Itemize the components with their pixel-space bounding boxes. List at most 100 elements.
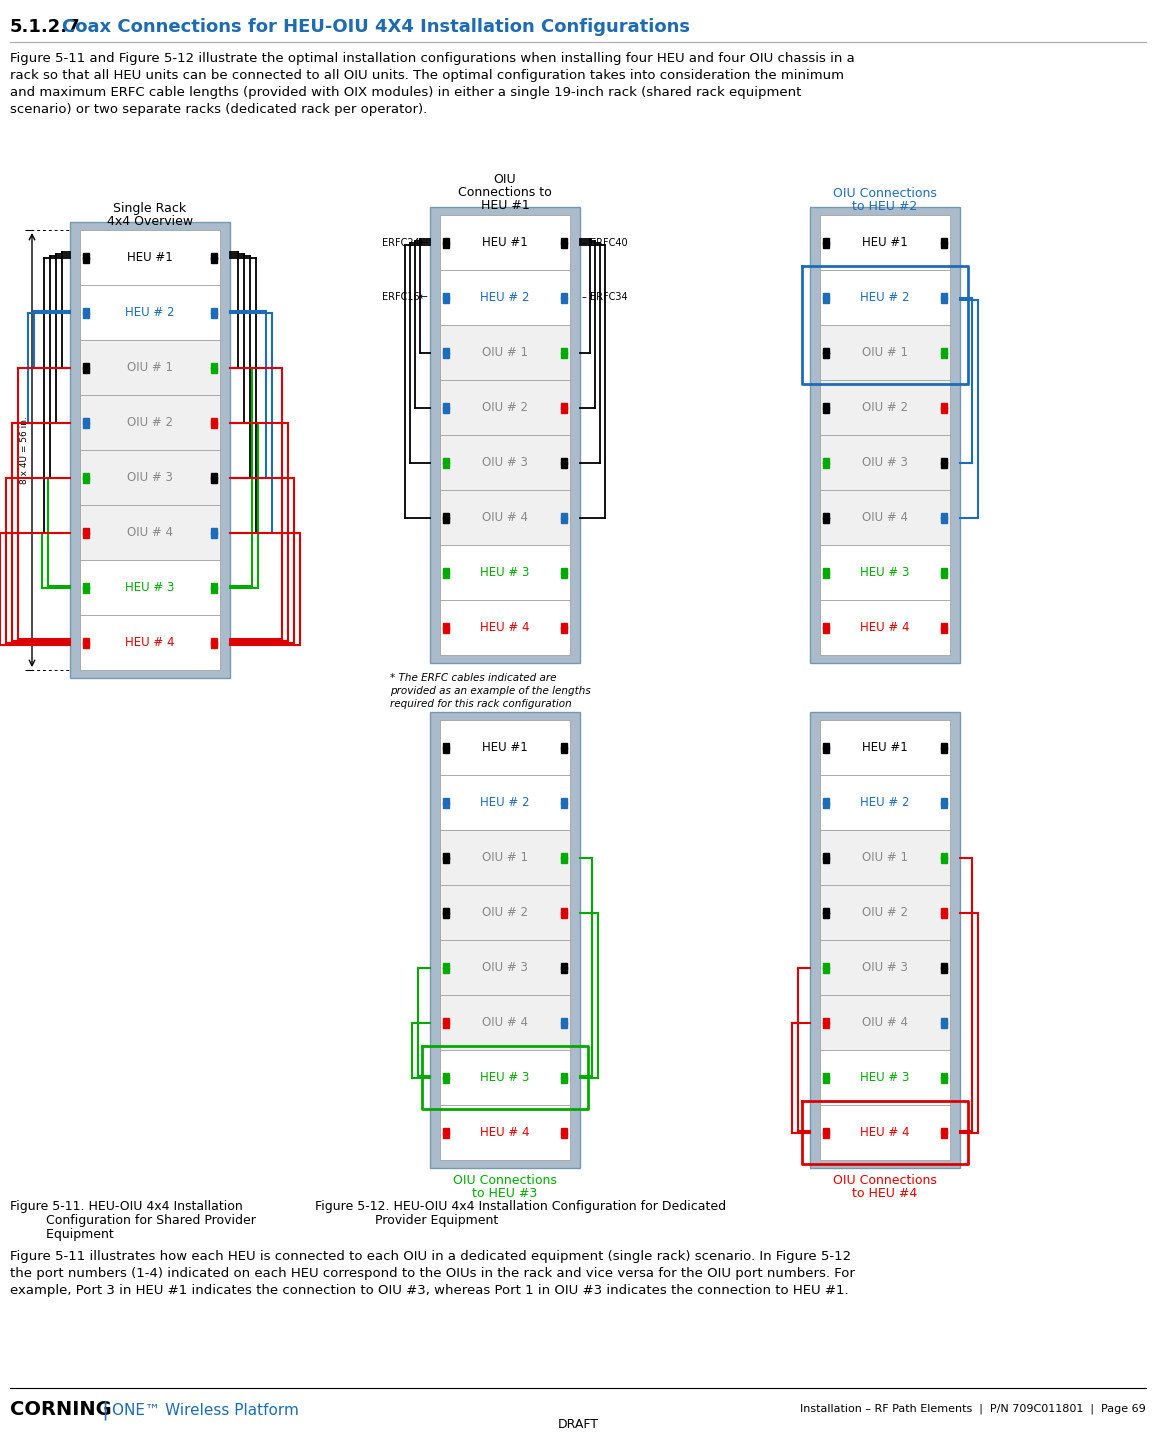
Text: HEU # 3: HEU # 3 (860, 1071, 910, 1083)
Text: HEU # 2: HEU # 2 (480, 796, 529, 809)
Bar (440, 215, 570, 270)
Text: Provider Equipment: Provider Equipment (314, 1214, 498, 1227)
Text: ERFC24←: ERFC24← (383, 238, 428, 247)
Bar (430, 712, 580, 1168)
Bar (820, 435, 950, 489)
Bar (820, 324, 950, 380)
Bar (440, 885, 570, 940)
Text: OIU # 3: OIU # 3 (482, 961, 528, 974)
Text: Figure 5-12. HEU-OIU 4x4 Installation Configuration for Dedicated: Figure 5-12. HEU-OIU 4x4 Installation Co… (314, 1200, 726, 1213)
Bar (440, 994, 570, 1050)
Text: OIU # 2: OIU # 2 (862, 905, 907, 918)
Bar (820, 380, 950, 435)
Text: 4x4 Overview: 4x4 Overview (108, 215, 193, 228)
Text: to HEU #2: to HEU #2 (852, 199, 918, 212)
Bar (71, 222, 230, 677)
Bar (440, 215, 570, 654)
Bar (820, 775, 950, 829)
Bar (810, 712, 959, 1168)
Text: HEU # 2: HEU # 2 (860, 291, 910, 304)
Bar (820, 940, 950, 994)
Text: Connections to: Connections to (458, 187, 551, 199)
Text: ERFC16←: ERFC16← (383, 293, 428, 303)
Bar (820, 1050, 950, 1105)
Bar (80, 230, 220, 670)
Bar (820, 215, 950, 654)
Bar (820, 829, 950, 885)
Text: OIU # 1: OIU # 1 (862, 346, 907, 359)
Text: HEU # 4: HEU # 4 (125, 636, 175, 649)
Text: |: | (96, 1401, 116, 1421)
Text: OIU # 3: OIU # 3 (127, 471, 173, 484)
Text: OIU # 4: OIU # 4 (482, 511, 528, 524)
Text: OIU # 1: OIU # 1 (127, 362, 173, 375)
Bar (430, 207, 580, 663)
Text: CORNING: CORNING (10, 1401, 112, 1419)
Text: OIU # 2: OIU # 2 (127, 416, 173, 429)
Text: OIU: OIU (494, 174, 517, 187)
Text: Figure 5-11. HEU-OIU 4x4 Installation: Figure 5-11. HEU-OIU 4x4 Installation (10, 1200, 243, 1213)
Bar (440, 270, 570, 324)
Bar (820, 270, 950, 324)
Text: ONE™ Wireless Platform: ONE™ Wireless Platform (112, 1403, 299, 1418)
Text: HEU #1: HEU #1 (481, 199, 529, 212)
Bar (440, 600, 570, 654)
Text: OIU # 1: OIU # 1 (482, 851, 528, 864)
Text: OIU Connections: OIU Connections (833, 187, 936, 199)
Bar (80, 395, 220, 451)
Text: to HEU #4: to HEU #4 (852, 1187, 918, 1200)
Text: HEU #1: HEU #1 (127, 251, 173, 264)
Bar (820, 489, 950, 545)
Text: Installation – RF Path Elements  |  P/N 709C011801  |  Page 69: Installation – RF Path Elements | P/N 70… (800, 1403, 1146, 1413)
Bar (440, 720, 570, 1159)
Text: HEU # 3: HEU # 3 (480, 565, 529, 578)
Bar (80, 560, 220, 616)
Bar (440, 940, 570, 994)
Bar (80, 286, 220, 340)
Text: OIU # 3: OIU # 3 (862, 456, 907, 469)
Bar (820, 545, 950, 600)
Bar (440, 489, 570, 545)
Text: Configuration for Shared Provider: Configuration for Shared Provider (10, 1214, 255, 1227)
Bar (80, 616, 220, 670)
Bar (80, 505, 220, 560)
Text: OIU # 1: OIU # 1 (482, 346, 528, 359)
Text: HEU #1: HEU #1 (862, 235, 907, 250)
Text: – ERFC40: – ERFC40 (581, 238, 628, 247)
Text: OIU # 4: OIU # 4 (482, 1016, 528, 1029)
Bar (810, 207, 959, 663)
Text: OIU # 3: OIU # 3 (862, 961, 907, 974)
Text: * The ERFC cables indicated are
provided as an example of the lengths
required f: * The ERFC cables indicated are provided… (390, 673, 591, 709)
Text: HEU #1: HEU #1 (482, 740, 528, 753)
Bar (820, 600, 950, 654)
Bar (440, 435, 570, 489)
Text: HEU #1: HEU #1 (862, 740, 907, 753)
Text: HEU # 3: HEU # 3 (125, 581, 175, 594)
Text: OIU # 2: OIU # 2 (482, 400, 528, 415)
Bar (820, 215, 950, 270)
Text: Coax Connections for HEU-OIU 4X4 Installation Configurations: Coax Connections for HEU-OIU 4X4 Install… (62, 19, 690, 36)
Bar (80, 340, 220, 395)
Text: 8 x 4U = 56 in.: 8 x 4U = 56 in. (20, 416, 29, 484)
Text: – ERFC34: – ERFC34 (581, 293, 628, 303)
Text: Figure 5-11 illustrates how each HEU is connected to each OIU in a dedicated equ: Figure 5-11 illustrates how each HEU is … (10, 1250, 855, 1297)
Text: HEU # 3: HEU # 3 (480, 1071, 529, 1083)
Bar (80, 451, 220, 505)
Bar (820, 1105, 950, 1159)
Text: HEU # 2: HEU # 2 (480, 291, 529, 304)
Text: OIU # 4: OIU # 4 (862, 511, 907, 524)
Bar (440, 1050, 570, 1105)
Text: OIU Connections: OIU Connections (453, 1174, 557, 1187)
Text: OIU # 2: OIU # 2 (482, 905, 528, 918)
Text: HEU # 4: HEU # 4 (480, 621, 529, 634)
Text: Equipment: Equipment (10, 1228, 113, 1241)
Bar (440, 775, 570, 829)
Text: HEU # 4: HEU # 4 (860, 1126, 910, 1139)
Bar (80, 230, 220, 286)
Bar (820, 994, 950, 1050)
Text: HEU # 2: HEU # 2 (860, 796, 910, 809)
Text: OIU Connections: OIU Connections (833, 1174, 936, 1187)
Text: HEU # 4: HEU # 4 (480, 1126, 529, 1139)
Text: OIU # 1: OIU # 1 (862, 851, 907, 864)
Bar (440, 829, 570, 885)
